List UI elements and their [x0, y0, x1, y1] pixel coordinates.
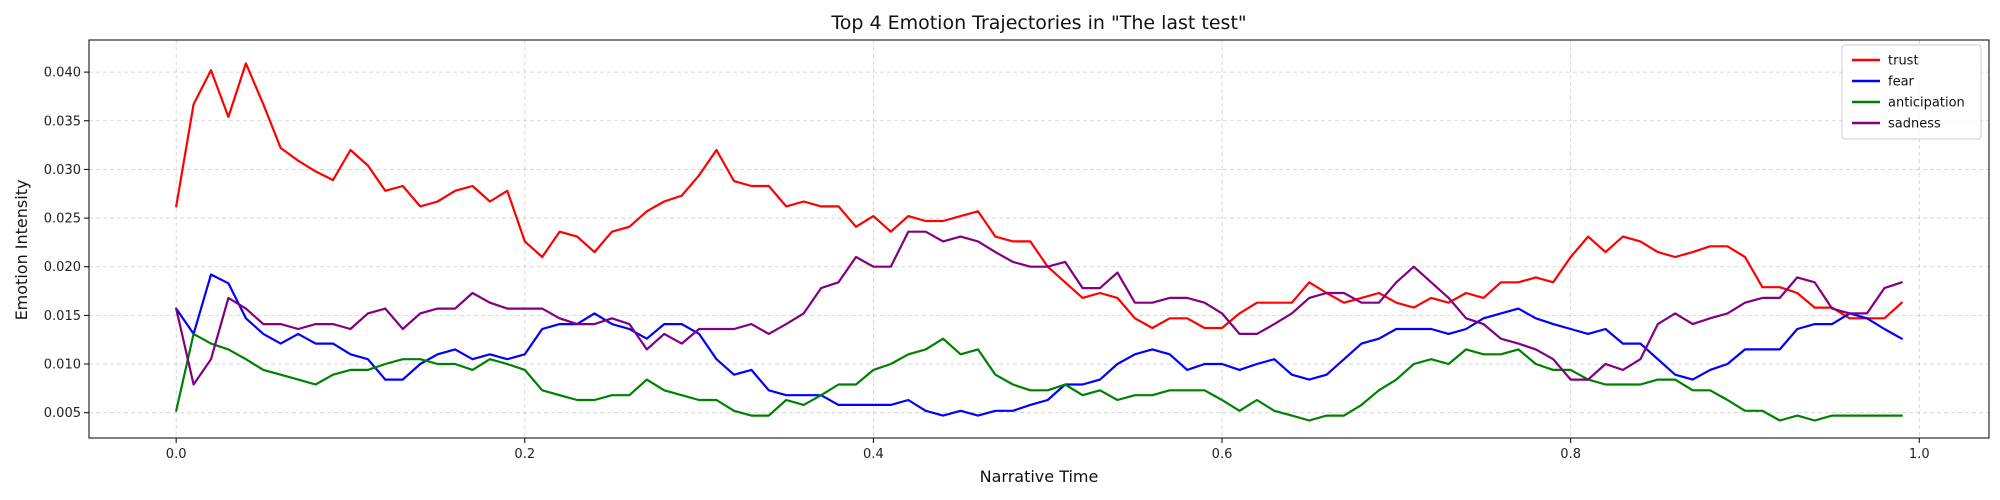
- y-tick-label: 0.040: [44, 66, 81, 81]
- series-line-sadness: [175, 230, 1903, 386]
- y-axis-title: Emotion Intensity: [12, 180, 31, 321]
- legend-label-fear: fear: [1888, 75, 1915, 90]
- y-axis-ticks: 0.005 0.010 0.015 0.020 0.025 0.030 0.035 0.040: [44, 66, 89, 421]
- x-tick-label: 0.8: [1560, 447, 1581, 462]
- y-tick-label: 0.010: [44, 358, 81, 373]
- series-line-trust: [175, 62, 1903, 330]
- y-tick-label: 0.005: [44, 406, 81, 421]
- series-line-anticipation: [175, 332, 1903, 422]
- y-tick-label: 0.035: [44, 114, 81, 129]
- legend-box: [1841, 44, 1982, 140]
- y-tick-label: 0.020: [44, 260, 81, 275]
- x-tick-label: 0.6: [1212, 447, 1233, 462]
- legend-label-trust: trust: [1888, 54, 1919, 69]
- x-tick-label: 0.4: [863, 447, 884, 462]
- x-tick-label: 0.0: [166, 447, 187, 462]
- series-lines: [175, 62, 1903, 422]
- legend-label-anticipation: anticipation: [1888, 96, 1965, 111]
- plot-frame: [88, 39, 1990, 439]
- chart-title: Top 4 Emotion Trajectories in "The last …: [830, 12, 1246, 34]
- grid: [89, 40, 1989, 438]
- y-tick-label: 0.030: [44, 163, 81, 178]
- series-line-fear: [175, 273, 1903, 417]
- x-axis-ticks: 0.0 0.2 0.4 0.6 0.8 1.0: [166, 438, 1930, 462]
- legend-label-sadness: sadness: [1888, 117, 1941, 132]
- y-tick-label: 0.015: [44, 309, 81, 324]
- x-tick-label: 0.2: [514, 447, 535, 462]
- legend: trust fear anticipation sadness: [1841, 44, 1982, 140]
- x-tick-label: 1.0: [1909, 447, 1930, 462]
- y-tick-label: 0.025: [44, 212, 81, 227]
- x-axis-title: Narrative Time: [980, 467, 1099, 486]
